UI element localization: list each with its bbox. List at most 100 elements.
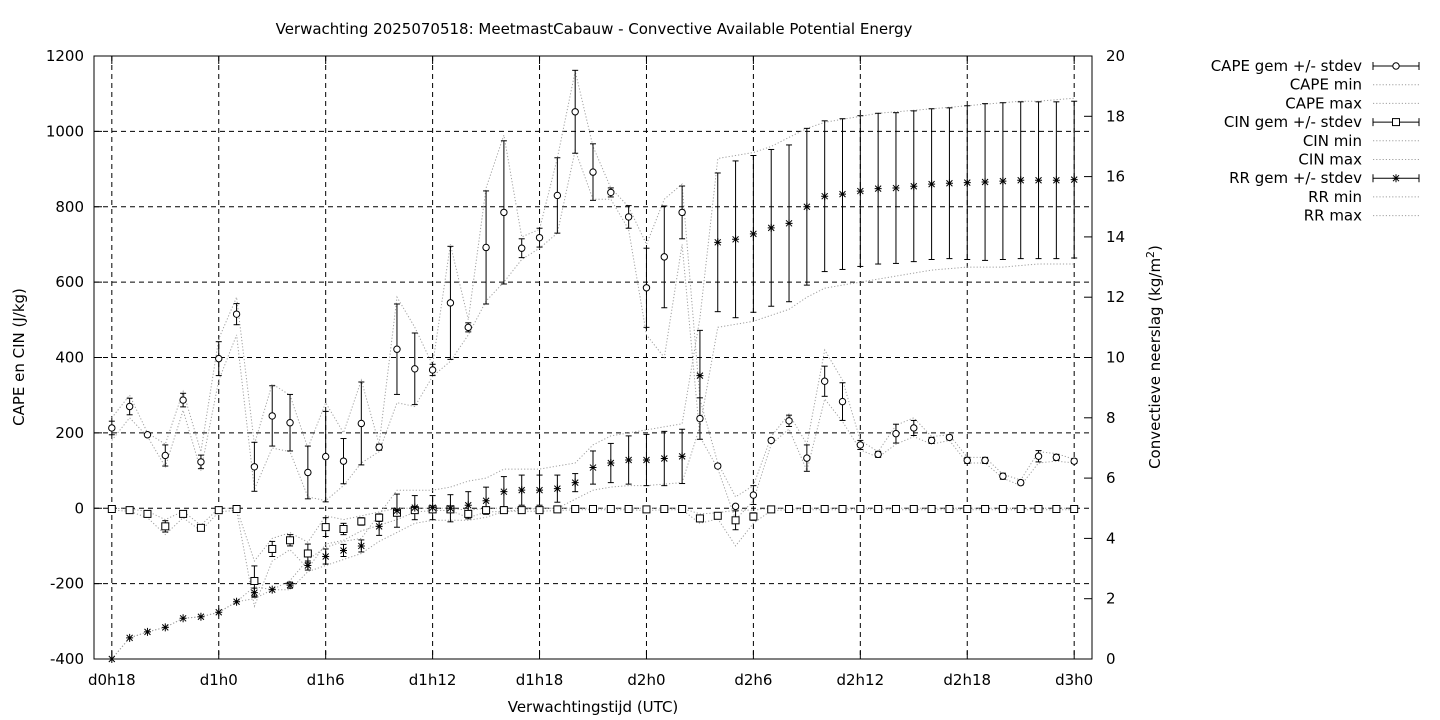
y-tick-label: -400: [50, 650, 84, 668]
square-marker: [1070, 505, 1079, 514]
circle-marker: [874, 450, 882, 459]
star-marker: [375, 522, 383, 531]
square-marker: [482, 506, 491, 515]
star-marker: [678, 452, 686, 461]
star-marker: [536, 486, 544, 495]
square-marker: [642, 505, 651, 514]
star-marker: [660, 454, 668, 463]
circle-marker: [464, 323, 472, 332]
square-marker: [695, 514, 704, 523]
legend-label: CIN min: [1303, 132, 1362, 150]
y2-axis-label-end: ): [1146, 245, 1164, 251]
circle-marker: [215, 354, 223, 363]
circle-marker: [125, 402, 134, 411]
circle-marker: [1052, 453, 1061, 462]
y-tick-label: 800: [55, 198, 84, 216]
y2-tick-label: 18: [1106, 107, 1125, 125]
y2-tick-label: 20: [1106, 47, 1125, 65]
y2-tick-label: 16: [1106, 168, 1125, 186]
y-tick-label: 1200: [46, 47, 84, 65]
star-marker: [625, 456, 633, 465]
star-marker: [268, 585, 276, 594]
legend-label: CIN gem +/- stdev: [1224, 113, 1362, 131]
star-marker: [500, 487, 508, 496]
x-axis-label: Verwachtingstijd (UTC): [508, 698, 679, 716]
circle-marker: [981, 456, 989, 465]
circle-marker: [714, 462, 722, 470]
y-tick-label: 0: [74, 499, 84, 517]
y2-tick-label: 0: [1106, 650, 1116, 668]
square-marker: [678, 505, 687, 514]
star-marker: [143, 627, 151, 636]
x-tick-label: d1h18: [516, 671, 564, 689]
y-tick-label: 200: [55, 424, 84, 442]
star-marker: [892, 184, 900, 193]
y-tick-label: 1000: [46, 122, 84, 140]
legend-label: CIN max: [1298, 151, 1362, 169]
circle-marker: [428, 366, 437, 374]
circle-marker: [357, 419, 366, 428]
square-marker: [909, 505, 918, 514]
legend-label: RR max: [1304, 207, 1362, 225]
square-marker: [963, 505, 972, 514]
square-marker: [375, 513, 384, 522]
star-marker: [642, 456, 650, 465]
star-marker: [250, 588, 258, 597]
circle-marker: [286, 418, 294, 427]
circle-marker: [1017, 478, 1025, 487]
square-marker: [1392, 118, 1400, 127]
square-marker: [856, 505, 865, 514]
y-axis-label: CAPE en CIN (J/kg): [10, 288, 28, 426]
y2-tick-label: 6: [1106, 469, 1116, 487]
square-marker: [286, 536, 295, 545]
y2-axis-label-sup: 2: [1144, 251, 1157, 258]
x-tick-label: d1h6: [307, 671, 345, 689]
circle-marker: [731, 502, 740, 511]
circle-marker: [1392, 62, 1400, 70]
square-marker: [232, 505, 241, 514]
circle-marker: [785, 417, 793, 425]
square-marker: [660, 505, 669, 514]
star-marker: [1052, 176, 1060, 185]
circle-marker: [500, 208, 508, 217]
circle-marker: [446, 299, 455, 307]
circle-marker: [571, 108, 579, 116]
square-marker: [464, 509, 473, 518]
x-tick-label: d2h18: [943, 671, 991, 689]
star-marker: [126, 633, 134, 642]
star-marker: [839, 190, 846, 199]
square-marker: [624, 505, 633, 514]
star-marker: [803, 202, 811, 211]
square-marker: [535, 506, 544, 515]
square-marker: [731, 516, 740, 525]
star-marker: [446, 504, 454, 513]
square-marker: [339, 524, 348, 533]
y2-tick-label: 10: [1106, 349, 1125, 367]
square-marker: [143, 509, 152, 518]
circle-marker: [910, 424, 918, 432]
circle-marker: [179, 396, 187, 404]
star-marker: [357, 541, 365, 550]
x-tick-label: d3h0: [1055, 671, 1093, 689]
circle-marker: [660, 253, 668, 261]
circle-marker: [642, 284, 651, 292]
y2-tick-label: 14: [1106, 228, 1125, 246]
circle-marker: [607, 188, 615, 197]
star-marker: [696, 371, 704, 380]
circle-marker: [696, 414, 704, 423]
star-marker: [179, 614, 187, 623]
circle-marker: [678, 208, 686, 217]
square-marker: [196, 523, 205, 532]
square-marker: [357, 517, 366, 526]
square-marker: [517, 506, 526, 515]
star-marker: [874, 184, 882, 193]
y2-axis-label-main: Convectieve neerslag (kg/m: [1146, 258, 1164, 469]
star-marker: [999, 177, 1007, 186]
star-marker: [215, 608, 223, 617]
star-marker: [981, 178, 989, 187]
axis-ticks: d0h18 d1h0 d1h6 d1h12 d1h18 d2h0 d2h6 d2h12 d2h1…: [46, 47, 1125, 689]
star-marker: [767, 223, 775, 232]
y-tick-label: 400: [55, 349, 84, 367]
y2-axis-label: Convectieve neerslag (kg/m2): [1144, 245, 1164, 469]
